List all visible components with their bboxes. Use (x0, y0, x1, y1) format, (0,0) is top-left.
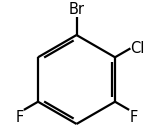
Text: F: F (129, 110, 137, 125)
Text: Br: Br (68, 2, 85, 17)
Text: Cl: Cl (130, 41, 145, 56)
Text: F: F (16, 110, 24, 125)
